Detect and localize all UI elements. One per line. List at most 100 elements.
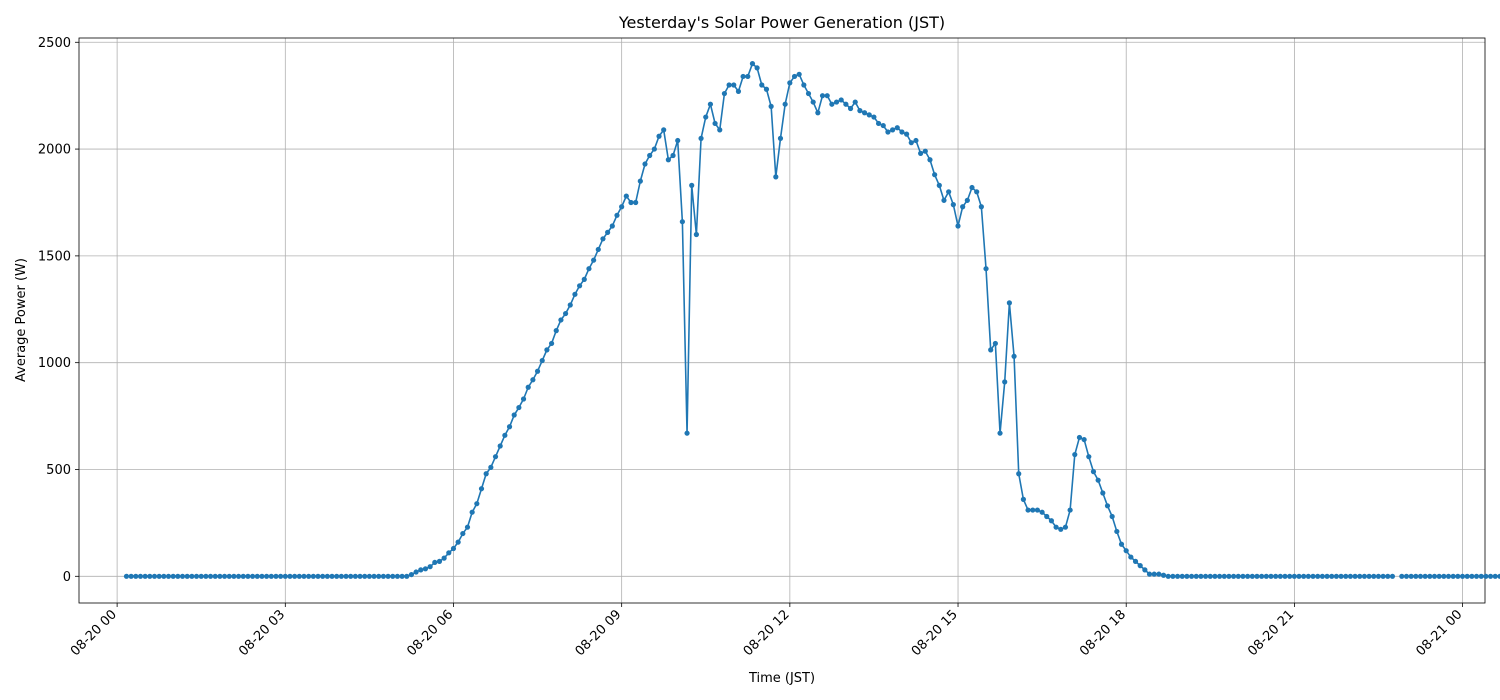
data-point [203, 573, 209, 579]
data-point [427, 564, 433, 570]
data-point [670, 152, 676, 159]
y-tick-label: 1500 [38, 249, 71, 264]
data-point [338, 573, 344, 579]
data-point [539, 357, 545, 364]
data-point [777, 135, 784, 141]
data-point [1441, 573, 1447, 579]
data-point [684, 430, 690, 436]
data-point [1263, 573, 1269, 579]
data-point [1319, 573, 1325, 579]
data-point [156, 573, 162, 579]
data-point [1417, 573, 1424, 579]
x-tick-label: 08-20 21 [1245, 607, 1297, 659]
data-point [404, 573, 410, 579]
data-point [278, 573, 284, 579]
data-point [1492, 573, 1498, 579]
data-point [1025, 507, 1031, 513]
data-point [334, 573, 340, 579]
data-point [619, 204, 625, 210]
data-point [217, 573, 223, 579]
data-point [1090, 469, 1097, 475]
data-point [207, 573, 214, 579]
data-point [296, 573, 302, 579]
data-point [689, 182, 695, 188]
data-point [661, 127, 667, 133]
data-point [927, 157, 933, 163]
data-point [1422, 573, 1428, 579]
data-point [1193, 573, 1199, 579]
data-point [567, 302, 573, 308]
data-point [497, 443, 503, 449]
data-point [362, 573, 368, 579]
data-point [866, 112, 872, 118]
data-point [534, 368, 541, 374]
x-tick-label: 08-20 15 [909, 607, 961, 659]
data-point [1081, 436, 1087, 443]
data-point [469, 509, 475, 515]
data-point [292, 573, 298, 579]
data-point [301, 573, 307, 579]
data-point [712, 120, 718, 127]
data-point [259, 573, 265, 579]
data-point [1011, 353, 1017, 359]
data-point [1431, 573, 1438, 579]
data-point [516, 404, 522, 411]
data-point [287, 573, 293, 579]
data-point [763, 86, 770, 92]
data-point [142, 573, 148, 579]
data-point [123, 573, 130, 579]
power-series [123, 61, 1500, 579]
data-point [432, 559, 438, 566]
data-point [1291, 573, 1297, 579]
data-point [254, 573, 260, 579]
data-point [1403, 573, 1410, 579]
data-point [1324, 573, 1330, 579]
data-point [151, 573, 158, 579]
data-point [240, 573, 246, 579]
data-point [787, 80, 793, 86]
data-point [1408, 573, 1414, 579]
data-point [992, 340, 998, 347]
data-point [1254, 573, 1260, 579]
data-point [1132, 558, 1139, 564]
plot-area-frame [78, 37, 1486, 604]
data-point [1380, 573, 1386, 579]
data-point [1352, 573, 1358, 579]
power-line [126, 62, 1393, 578]
data-point [759, 82, 765, 88]
data-point [791, 73, 798, 80]
data-point [343, 573, 349, 579]
data-point [1455, 573, 1461, 579]
data-point [408, 571, 415, 578]
data-point [133, 573, 139, 579]
data-point [306, 573, 312, 579]
data-point [801, 82, 807, 88]
data-point [1142, 567, 1148, 573]
data-point [693, 231, 699, 238]
data-point [198, 573, 204, 579]
data-point [1039, 509, 1045, 515]
data-point [1487, 573, 1494, 579]
data-point [964, 197, 970, 203]
data-point [380, 573, 386, 579]
data-point [1006, 300, 1012, 306]
data-point [474, 501, 480, 507]
data-point [586, 266, 592, 272]
data-point [983, 266, 989, 272]
data-point [1399, 573, 1405, 579]
data-point [833, 99, 840, 105]
data-point [352, 573, 358, 579]
data-point [520, 396, 527, 402]
data-point [1123, 548, 1129, 554]
data-point [511, 412, 517, 418]
data-point [955, 223, 961, 229]
data-point [184, 573, 190, 579]
data-point [749, 61, 756, 67]
data-point [960, 204, 966, 210]
data-point [1427, 573, 1433, 579]
data-point [885, 129, 891, 135]
data-point [385, 573, 391, 579]
data-point [1483, 573, 1489, 579]
data-point [698, 135, 704, 141]
